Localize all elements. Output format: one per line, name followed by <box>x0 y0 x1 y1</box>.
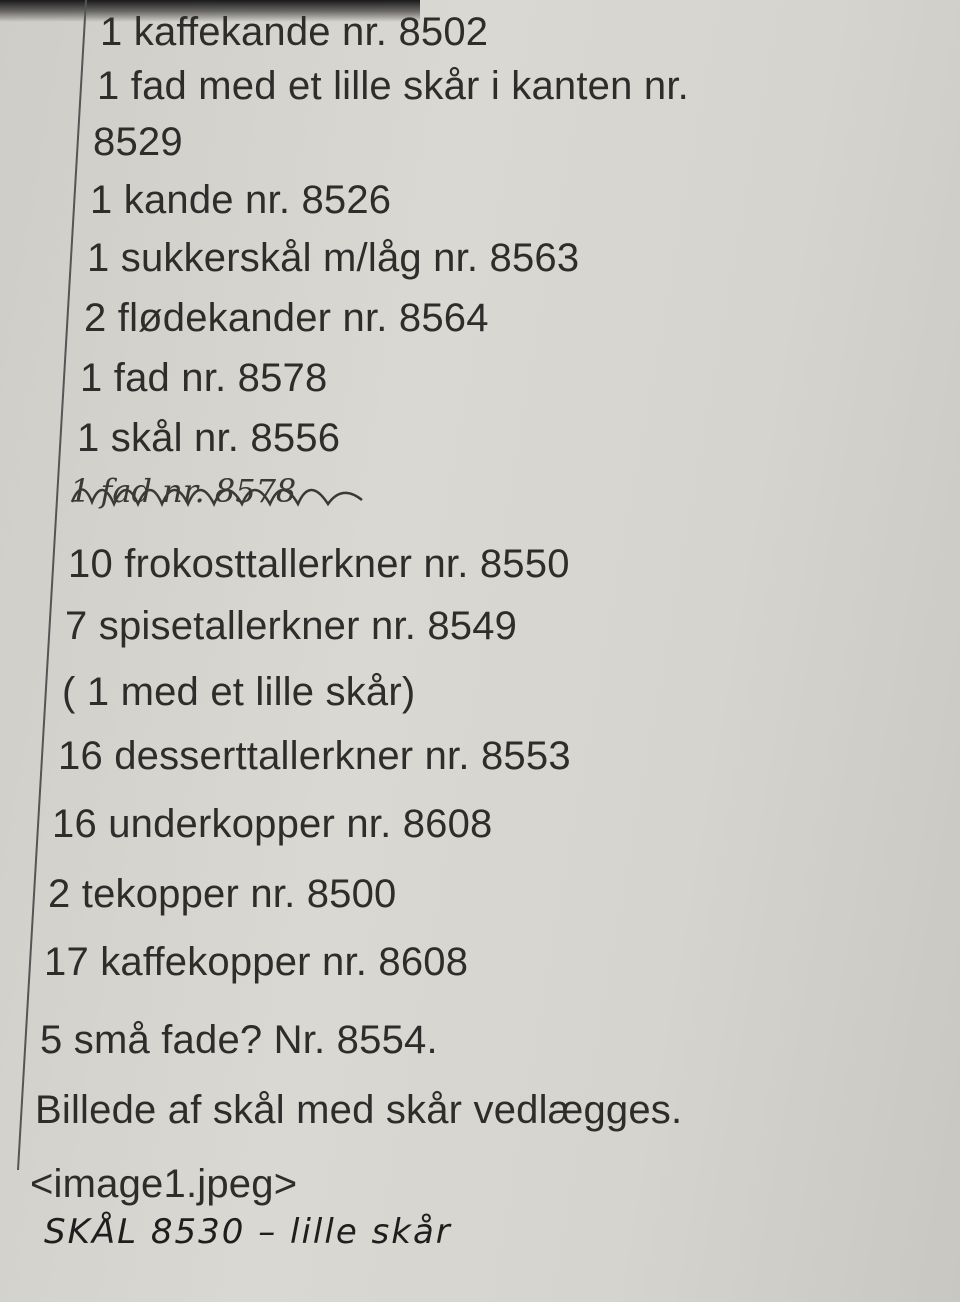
text-line: 2 flødekander nr. 8564 <box>84 296 489 340</box>
text-line: 16 underkopper nr. 8608 <box>52 802 493 846</box>
text-line: 7 spisetallerkner nr. 8549 <box>65 604 518 648</box>
crossed-out-line: 1 fad nr. 8578 <box>70 472 363 510</box>
photo-shadow <box>0 0 420 22</box>
text-line: 1 fad med et lille skår i kanten nr. <box>97 64 689 108</box>
handwritten-note: SKÅL 8530 – lille skår <box>44 1212 452 1252</box>
text-line: 16 desserttallerkner nr. 8553 <box>58 734 571 778</box>
text-line: 1 skål nr. 8556 <box>77 416 341 460</box>
text-line: 8529 <box>93 120 183 164</box>
text-line: 1 sukkerskål m/låg nr. 8563 <box>87 236 580 280</box>
text-line: ( 1 med et lille skår) <box>62 670 416 714</box>
text-line: <image1.jpeg> <box>30 1162 298 1206</box>
text-line: 10 frokosttallerkner nr. 8550 <box>68 542 570 586</box>
scribble-mark <box>70 488 363 508</box>
text-line: Billede af skål med skår vedlægges. <box>35 1088 683 1132</box>
text-line: 5 små fade? Nr. 8554. <box>40 1018 438 1062</box>
text-line: 1 fad nr. 8578 <box>80 356 328 400</box>
text-line: 1 kande nr. 8526 <box>90 178 392 222</box>
text-line: 2 tekopper nr. 8500 <box>48 872 397 916</box>
text-line: 1 kaffekande nr. 8502 <box>100 10 489 54</box>
text-line: 17 kaffekopper nr. 8608 <box>44 940 469 984</box>
